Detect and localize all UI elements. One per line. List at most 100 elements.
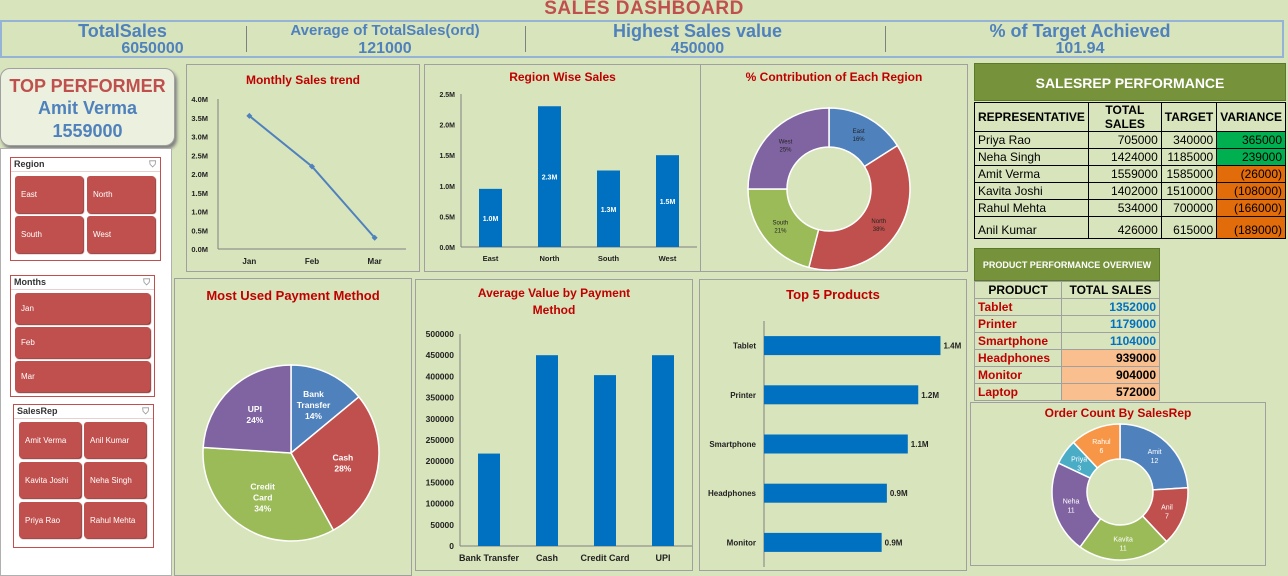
rep-variance: 239000 <box>1216 148 1286 166</box>
slicer-item-priya-rao[interactable]: Priya Rao <box>19 502 81 538</box>
slice-value: 28% <box>334 463 351 473</box>
slicer-item-neha-singh[interactable]: Neha Singh <box>84 462 146 498</box>
table-row: Rahul Mehta 534000 700000 (166000) <box>974 199 1286 217</box>
y-tick-label: 3.5M <box>191 114 208 123</box>
product-performance-table: PRODUCT TOTAL SALES Tablet 1352000 Print… <box>974 281 1161 401</box>
slice-label: Cash <box>332 452 353 462</box>
slicer-item-east[interactable]: East <box>15 176 83 213</box>
rep-variance: (108000) <box>1216 182 1286 200</box>
slice-value: 11 <box>1067 508 1074 515</box>
slicer-item-feb[interactable]: Feb <box>15 327 150 358</box>
slice-label: Anil <box>1161 505 1173 512</box>
payment-method-chart-panel: Most Used Payment Method Bank Transfer 14%… <box>174 278 412 576</box>
rep-name: Neha Singh <box>974 148 1089 166</box>
slicer-item-amit-verma[interactable]: Amit Verma <box>19 422 81 458</box>
top-performer-value: 1559000 <box>52 121 123 141</box>
y-tick-label: 2.0M <box>439 123 455 130</box>
rep-name: Priya Rao <box>974 131 1089 149</box>
slicer-item-mar[interactable]: Mar <box>15 361 150 392</box>
clear-filter-icon[interactable]: ⛉ <box>143 277 150 287</box>
slicer-item-west[interactable]: West <box>87 216 155 253</box>
slice-value: 21% <box>774 229 787 235</box>
data-point <box>371 234 378 241</box>
kpi-average-sales: Average of TotalSales(ord) 121000 <box>250 20 520 58</box>
y-tick-label: 500000 <box>426 329 455 339</box>
data-label: 1.1M <box>911 440 929 449</box>
monthly-sales-chart: 0.0M 0.5M 1.0M 1.5M 2.0M 2.5M 3.0M 3.5M 4.0M Jan F… <box>191 95 406 266</box>
clear-filter-icon[interactable]: ⛉ <box>149 159 156 169</box>
kpi-divider <box>525 26 526 52</box>
slice-label: West <box>779 140 793 146</box>
table-row: Neha Singh 1424000 1185000 239000 <box>974 148 1286 166</box>
slicer-item-south[interactable]: South <box>15 216 83 253</box>
bar <box>764 434 908 454</box>
salesrep-table-title: SALESREP PERFORMANCE <box>974 63 1286 101</box>
chart-title: Order Count By SalesRep <box>1044 406 1192 420</box>
rep-name: Amit Verma <box>974 165 1089 183</box>
kpi-value: 101.94 <box>1055 40 1105 57</box>
pie-slice <box>1119 423 1189 491</box>
data-point <box>309 163 315 170</box>
product-name: Headphones <box>974 349 1062 367</box>
slice-value: 14% <box>305 411 322 421</box>
y-tick-label: 1.5M <box>439 153 455 160</box>
data-label: 2.3M <box>542 175 558 182</box>
x-tick-label: Feb <box>305 257 319 266</box>
y-tick-label: Smartphone <box>709 440 756 449</box>
product-name: Tablet <box>974 298 1062 316</box>
slice-label: Amit <box>1148 449 1162 456</box>
slicer-item-north[interactable]: North <box>87 176 155 213</box>
top-products-chart: Tablet 1.4M Printer 1.2M Smartphone 1.1M Headp… <box>708 321 962 567</box>
slicer-item-anil-kumar[interactable]: Anil Kumar <box>84 422 146 458</box>
y-tick-label: 2.5M <box>439 92 455 99</box>
kpi-strip <box>0 20 1284 58</box>
bar <box>478 453 500 546</box>
y-tick-label: 0.0M <box>439 245 455 252</box>
rep-variance: 365000 <box>1216 131 1286 149</box>
slice-label: Card <box>253 493 272 503</box>
slice-label: East <box>853 129 865 135</box>
rep-total-sales: 1559000 <box>1087 165 1162 183</box>
slice-value: 34% <box>254 504 271 514</box>
table-header-row: PRODUCT TOTAL SALES <box>974 281 1161 299</box>
y-tick-label: 200000 <box>426 456 455 466</box>
column-header: REPRESENTATIVE <box>974 102 1089 132</box>
rep-name: Anil Kumar <box>974 216 1089 239</box>
slicer-item-rahul-mehta[interactable]: Rahul Mehta <box>84 502 146 538</box>
product-sales: 904000 <box>1060 366 1161 384</box>
salesrep-slicer: SalesRep ⛉ Amit Verma Anil Kumar Kavita J… <box>13 404 154 548</box>
y-tick-label: 150000 <box>426 477 455 487</box>
table-row: Laptop 572000 <box>974 383 1161 401</box>
x-tick-label: UPI <box>655 553 670 563</box>
bar <box>764 385 919 405</box>
slicer-item-kavita-joshi[interactable]: Kavita Joshi <box>19 462 81 498</box>
column-header: TOTAL SALES <box>1060 281 1161 299</box>
kpi-value: 121000 <box>358 40 412 57</box>
slice-label: Bank <box>303 389 324 399</box>
months-slicer: Months ⛉ Jan Feb Mar <box>10 275 155 397</box>
pie-slice <box>202 446 335 542</box>
product-name: Monitor <box>974 366 1062 384</box>
y-tick-label: 400000 <box>426 371 455 381</box>
x-tick-label: East <box>483 254 499 263</box>
slice-value: 38% <box>873 227 886 233</box>
clear-filter-icon[interactable]: ⛉ <box>142 406 149 416</box>
y-tick-label: 450000 <box>426 350 455 360</box>
slicer-item-jan[interactable]: Jan <box>15 293 150 324</box>
slice-value: 25% <box>780 148 793 154</box>
bar <box>597 170 620 247</box>
order-count-chart-panel: Order Count By SalesRep Amit 12 Anil 7 Kavit… <box>970 402 1266 566</box>
y-tick-label: 100000 <box>426 499 455 509</box>
x-tick-label: Jan <box>242 257 256 266</box>
pie-slice <box>747 107 830 190</box>
data-label: 1.3M <box>601 207 617 214</box>
rep-total-sales: 426000 <box>1087 216 1162 239</box>
data-label: 1.4M <box>943 342 961 351</box>
x-tick-label: Mar <box>368 257 382 266</box>
rep-target: 1585000 <box>1160 165 1218 183</box>
rep-total-sales: 705000 <box>1087 131 1162 149</box>
y-tick-label: 0.5M <box>191 226 208 235</box>
bar <box>536 355 558 546</box>
y-tick-label: Printer <box>730 391 756 400</box>
